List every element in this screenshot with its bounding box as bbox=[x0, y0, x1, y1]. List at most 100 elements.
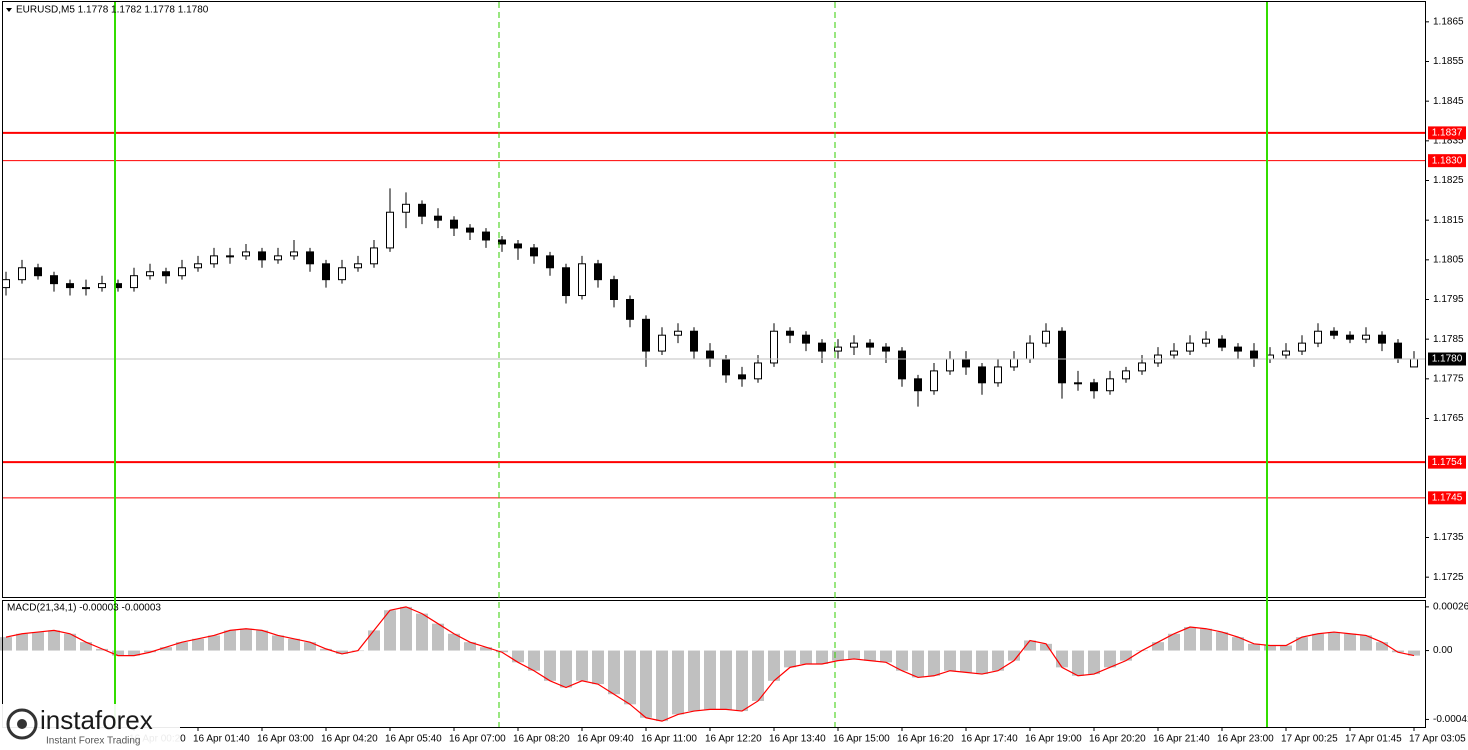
candle-body bbox=[306, 251, 314, 265]
logo-icon bbox=[17, 719, 27, 729]
macd-bar bbox=[800, 650, 812, 664]
macd-bar bbox=[1200, 628, 1212, 651]
y-tick-label: 1.1825 bbox=[1433, 175, 1464, 186]
macd-bar bbox=[576, 650, 588, 681]
candle-body bbox=[290, 251, 298, 257]
candle-body bbox=[770, 330, 778, 364]
macd-bar bbox=[640, 650, 652, 718]
logo-icon bbox=[6, 708, 38, 740]
candle-body bbox=[18, 267, 26, 281]
macd-bar bbox=[672, 650, 684, 715]
macd-bar bbox=[1280, 645, 1292, 651]
candle-body bbox=[66, 283, 74, 289]
macd-bar bbox=[1008, 650, 1020, 661]
y-tick-label: 1.1765 bbox=[1433, 413, 1464, 424]
macd-bar bbox=[96, 648, 108, 651]
macd-bar bbox=[256, 630, 268, 651]
macd-bar bbox=[304, 642, 316, 651]
candle-body bbox=[258, 251, 266, 261]
current-price-box bbox=[1428, 352, 1466, 366]
candle-body bbox=[34, 267, 42, 277]
x-tick-label: 17 Apr 03:05 bbox=[1409, 734, 1466, 745]
candle-body bbox=[866, 342, 874, 348]
macd-bar bbox=[992, 650, 1004, 671]
macd-bar bbox=[1184, 627, 1196, 651]
y-tick-label: 1.1835 bbox=[1433, 135, 1464, 146]
macd-bar bbox=[1088, 650, 1100, 675]
macd-bar bbox=[48, 630, 60, 651]
x-tick-label: 16 Apr 13:40 bbox=[769, 734, 826, 745]
macd-bar bbox=[1120, 650, 1132, 661]
macd-bar bbox=[320, 648, 332, 651]
macd-bar bbox=[1024, 640, 1036, 651]
macd-bar bbox=[1104, 650, 1116, 668]
level-label-box bbox=[1428, 455, 1466, 469]
macd-bar bbox=[1328, 632, 1340, 651]
candle-body bbox=[194, 263, 202, 269]
candle-body bbox=[530, 247, 538, 257]
macd-bar bbox=[1232, 637, 1244, 651]
candle-body bbox=[146, 271, 154, 277]
x-tick-label: 16 Apr 04:20 bbox=[321, 734, 378, 745]
macd-bar bbox=[1264, 645, 1276, 651]
candle-body bbox=[1394, 342, 1402, 360]
macd-bar bbox=[400, 606, 412, 651]
candle-body bbox=[1058, 330, 1066, 384]
macd-bar bbox=[1216, 632, 1228, 651]
level-label: 1.1830 bbox=[1432, 155, 1463, 166]
macd-bar bbox=[208, 635, 220, 651]
macd-bar bbox=[240, 628, 252, 651]
macd-title: MACD(21,34,1) -0.00003 -0.00003 bbox=[7, 603, 161, 614]
macd-bar bbox=[752, 650, 764, 701]
x-tick-label: 16 Apr 12:20 bbox=[705, 734, 762, 745]
candle-body bbox=[1042, 330, 1050, 344]
candle-body bbox=[1250, 350, 1258, 360]
candle-body bbox=[562, 267, 570, 297]
candle-body bbox=[402, 203, 410, 213]
macd-bar bbox=[1312, 633, 1324, 651]
candle-body bbox=[930, 370, 938, 392]
candle-body bbox=[898, 350, 906, 380]
candle-body bbox=[626, 299, 634, 320]
chart-header: EURUSD,M5 1.1778 1.1782 1.1778 1.1780 bbox=[16, 5, 209, 16]
candle-body bbox=[1138, 362, 1146, 372]
level-label: 1.1837 bbox=[1432, 128, 1463, 139]
candle-body bbox=[226, 255, 234, 258]
signal-line bbox=[5, 606, 1415, 722]
x-tick-label: 16 Apr 20:20 bbox=[1089, 734, 1146, 745]
y-tick-label: 1.1785 bbox=[1433, 334, 1464, 345]
y-tick-label: 1.1845 bbox=[1433, 96, 1464, 107]
candle-body bbox=[322, 263, 330, 281]
macd-bar bbox=[32, 632, 44, 651]
candle-body bbox=[1346, 334, 1354, 340]
candle-body bbox=[1314, 330, 1322, 344]
macd-bar bbox=[944, 650, 956, 671]
macd-bar bbox=[64, 633, 76, 651]
y-tick-label: 1.1735 bbox=[1433, 532, 1464, 543]
x-tick-label: 16 Apr 01:40 bbox=[193, 734, 250, 745]
macd-bar bbox=[608, 650, 620, 695]
macd-bar bbox=[624, 650, 636, 705]
candle-body bbox=[82, 287, 90, 290]
x-tick-label: 16 Apr 21:40 bbox=[1153, 734, 1210, 745]
candle-body bbox=[450, 219, 458, 229]
level-label-box bbox=[1428, 126, 1466, 140]
macd-bar bbox=[896, 650, 908, 671]
logo: instaforex Instant Forex Trading bbox=[0, 704, 180, 750]
candle-body bbox=[50, 275, 58, 285]
candle-body bbox=[994, 366, 1002, 384]
candle-body bbox=[674, 330, 682, 336]
macd-bar bbox=[832, 650, 844, 661]
logo-tagline: Instant Forex Trading bbox=[46, 736, 141, 747]
candle-body bbox=[274, 255, 282, 261]
candle-body bbox=[962, 358, 970, 368]
macd-bar bbox=[880, 650, 892, 663]
x-tick-label: 16 Apr 11:00 bbox=[641, 734, 697, 745]
macd-bar bbox=[464, 642, 476, 651]
macd-bar bbox=[1040, 643, 1052, 651]
macd-bar bbox=[768, 650, 780, 681]
y-tick-label: 1.1865 bbox=[1433, 16, 1464, 27]
candle-body bbox=[2, 279, 10, 289]
candle-body bbox=[914, 378, 922, 392]
